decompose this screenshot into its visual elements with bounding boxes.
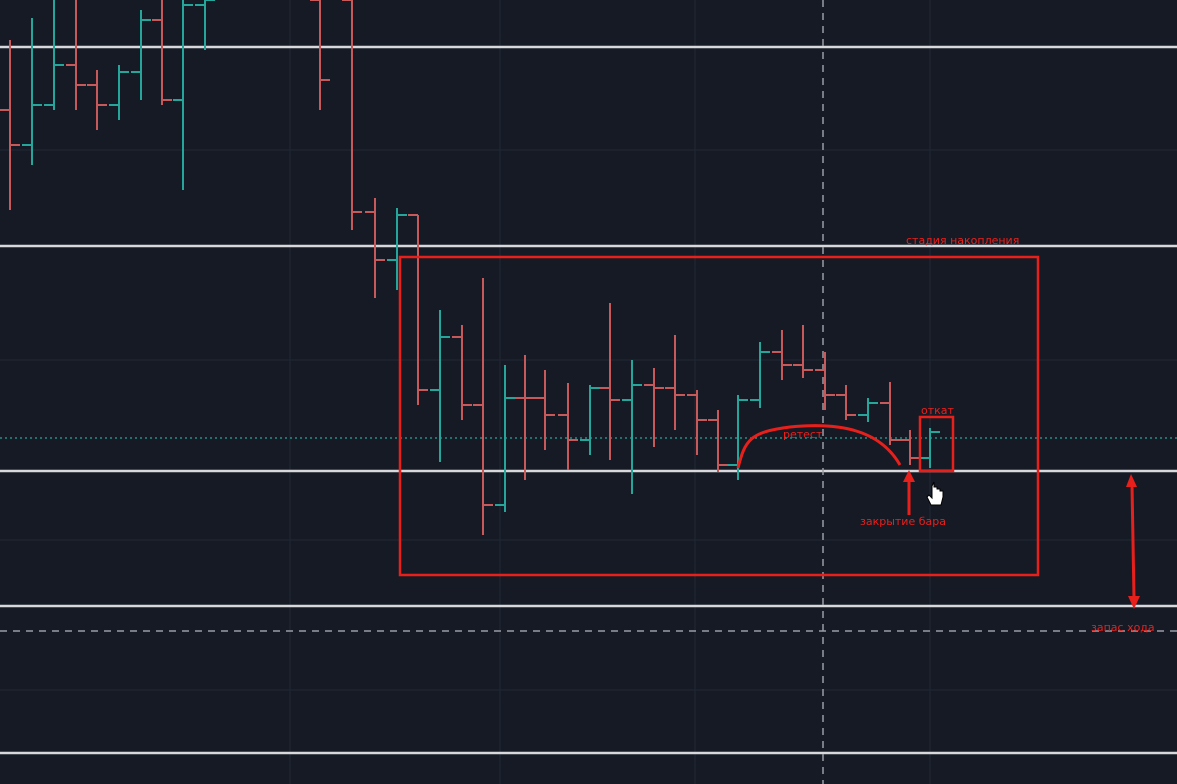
ohlc-bar xyxy=(515,355,535,480)
ohlc-bar xyxy=(880,382,900,445)
ohlc-bar xyxy=(580,385,600,455)
ohlc-bar xyxy=(900,430,920,465)
ohlc-bar xyxy=(0,40,20,210)
ohlc-bar xyxy=(495,365,515,512)
ohlc-bar xyxy=(600,303,620,460)
ohlc-bar xyxy=(66,0,86,110)
cursor xyxy=(926,481,944,506)
ohlc-bar xyxy=(87,70,107,130)
ohlc-bar xyxy=(793,325,813,378)
ohlc-bar xyxy=(858,398,878,422)
accumulation-label: стадия накопления xyxy=(906,234,1019,247)
ohlc-bar xyxy=(44,0,64,110)
reserve-label: запас хода xyxy=(1091,621,1155,634)
levels xyxy=(0,45,1177,755)
retest-label: ретест xyxy=(783,428,823,441)
bar-close-label: закрытие бара xyxy=(860,515,946,528)
ohlc-bar xyxy=(152,0,172,105)
ohlc-bar xyxy=(920,428,940,468)
ohlc-bar xyxy=(665,335,685,430)
ohlc-bar xyxy=(22,18,42,165)
ohlc-bar xyxy=(535,370,555,450)
pullback-label: откат xyxy=(921,404,955,417)
ohlc-bar xyxy=(310,0,330,110)
ohlc-bar xyxy=(644,368,664,447)
bar-close-arrow xyxy=(903,470,915,515)
ohlc-bar xyxy=(687,390,707,455)
accumulation-box xyxy=(398,255,1040,577)
ohlc-bars xyxy=(0,0,940,535)
pullback-box xyxy=(918,415,955,473)
retest-arc xyxy=(736,424,902,469)
reserve-arrow xyxy=(1126,474,1140,609)
ohlc-bar xyxy=(708,410,728,472)
ohlc-bar xyxy=(408,214,428,405)
ohlc-bar xyxy=(750,342,770,408)
ohlc-bar xyxy=(173,0,193,190)
ohlc-bar xyxy=(815,352,835,410)
ohlc-bar xyxy=(131,10,151,100)
ohlc-bar xyxy=(430,310,450,462)
ohlc-bar xyxy=(836,385,856,420)
ohlc-bar xyxy=(109,65,129,120)
ohlc-bar xyxy=(452,325,472,420)
ohlc-bar xyxy=(365,198,385,298)
ohlc-bar xyxy=(622,360,642,494)
ohlc-bar xyxy=(342,0,362,230)
ohlc-bar xyxy=(387,208,407,290)
ohlc-bar xyxy=(558,383,578,470)
ohlc-bar xyxy=(772,330,792,380)
ohlc-bar xyxy=(195,0,215,50)
ohlc-bar xyxy=(473,278,493,535)
